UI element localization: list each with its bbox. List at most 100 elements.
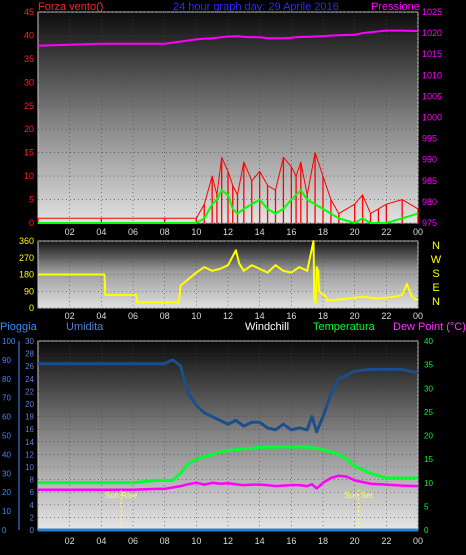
temperature-tick-label: 40 (424, 337, 433, 346)
x-tick-label: 02 (65, 311, 75, 321)
x-tick-label: 00 (413, 311, 423, 321)
x-tick-label: 16 (286, 227, 296, 237)
y-left-tick-label: 0 (29, 218, 34, 228)
humidity-tick-label: 26 (25, 362, 34, 371)
humidity-tick-label: 2 (30, 513, 35, 522)
x-tick-label: 08 (160, 227, 170, 237)
x-tick-label: 06 (128, 227, 138, 237)
x-tick-label: 14 (255, 311, 265, 321)
x-tick-label: 10 (191, 227, 201, 237)
x-tick-label: 18 (318, 536, 328, 546)
legend-temperature: Temperatura (313, 321, 376, 333)
x-tick-label: 20 (350, 227, 360, 237)
y-left-tick-label: 40 (24, 30, 34, 40)
y-left-tick-label: 270 (19, 253, 34, 263)
x-tick-label: 06 (128, 536, 138, 546)
x-tick-label: 02 (65, 227, 75, 237)
humidity-tick-label: 6 (30, 488, 35, 497)
y-right-tick-label: 1005 (422, 91, 442, 101)
humidity-tick-label: 12 (25, 450, 34, 459)
wind-pressure-axes: 0510152025303540459759809859909951000100… (24, 7, 442, 237)
compass-label: S (432, 268, 439, 280)
x-tick-label: 02 (65, 536, 75, 546)
sunset-label: Sun Set (344, 491, 373, 500)
x-tick-label: 10 (191, 311, 201, 321)
graph-title: 24 hour graph day: 29 Aprile 2016 (173, 1, 339, 13)
compass-label: E (432, 282, 439, 294)
rain-tick-label: 30 (2, 469, 11, 478)
x-tick-label: 18 (318, 311, 328, 321)
temperature-tick-label: 10 (424, 479, 433, 488)
y-left-tick-label: 20 (24, 124, 34, 134)
wind-axis-title: Forza vento() (38, 1, 103, 13)
y-right-tick-label: 980 (422, 197, 437, 207)
x-tick-label: 12 (223, 311, 233, 321)
rain-tick-label: 60 (2, 413, 11, 422)
humidity-tick-label: 24 (25, 375, 34, 384)
humidity-tick-label: 30 (25, 337, 34, 346)
dewpoint-series-line (38, 474, 419, 492)
humidity-tick-label: 20 (25, 400, 34, 409)
y-right-tick-label: 1020 (422, 28, 442, 38)
rain-tick-label: 50 (2, 432, 11, 441)
pressure-axis-title: Pressione (371, 1, 420, 13)
y-right-tick-label: 990 (422, 155, 437, 165)
temperature-tick-label: 30 (424, 384, 433, 393)
y-left-tick-label: 30 (24, 77, 34, 87)
y-left-tick-label: 5 (29, 195, 34, 205)
wind-pressure-marks (37, 29, 419, 224)
y-left-tick-label: 35 (24, 54, 34, 64)
x-tick-label: 06 (128, 311, 138, 321)
temperature-tick-label: 25 (424, 408, 433, 417)
x-tick-label: 18 (318, 227, 328, 237)
y-right-tick-label: 975 (422, 218, 437, 228)
humidity-tick-label: 28 (25, 350, 34, 359)
wind-series-line (38, 152, 419, 219)
rain-tick-label: 10 (2, 507, 11, 516)
legend-windchill: Windchill (245, 321, 289, 333)
x-tick-label: 20 (350, 311, 360, 321)
rain-tick-label: 90 (2, 356, 11, 365)
rain-tick-label: 80 (2, 375, 11, 384)
x-tick-label: 04 (96, 227, 106, 237)
y-left-tick-label: 180 (19, 270, 34, 280)
wind-direction-grid (38, 240, 419, 309)
y-left-tick-label: 90 (24, 286, 34, 296)
x-tick-label: 22 (381, 227, 391, 237)
y-left-tick-label: 45 (24, 7, 34, 17)
x-tick-label: 00 (413, 536, 423, 546)
humidity-tick-label: 4 (30, 501, 35, 510)
rain-tick-label: 40 (2, 450, 11, 459)
x-tick-label: 16 (286, 536, 296, 546)
pressure-series-line (37, 29, 419, 47)
x-tick-label: 08 (160, 311, 170, 321)
rain-tick-label: 70 (2, 394, 11, 403)
humidity-tick-label: 22 (25, 387, 34, 396)
humidity-tick-label: 18 (25, 413, 34, 422)
sunrise-label: Sun Rise (105, 491, 138, 500)
x-tick-label: 14 (255, 536, 265, 546)
humidity-tick-label: 10 (25, 463, 34, 472)
y-left-tick-label: 0 (29, 303, 34, 313)
x-tick-label: 14 (255, 227, 265, 237)
gust-series-line (38, 189, 419, 224)
x-tick-label: 10 (191, 536, 201, 546)
temperature-humidity-axes: 0102030405060708090100024681012141618202… (2, 337, 433, 546)
y-right-tick-label: 985 (422, 176, 437, 186)
x-tick-label: 04 (96, 311, 106, 321)
rain-tick-label: 20 (2, 488, 11, 497)
x-tick-label: 22 (381, 311, 391, 321)
y-right-tick-label: 1025 (422, 7, 442, 17)
x-tick-label: 12 (223, 536, 233, 546)
legend-humidity: Umidita (66, 321, 104, 333)
y-left-tick-label: 360 (19, 236, 34, 246)
compass-label: W (431, 254, 442, 266)
humidity-tick-label: 14 (25, 438, 34, 447)
y-left-tick-label: 25 (24, 101, 34, 111)
temperature-tick-label: 15 (424, 455, 433, 464)
y-left-tick-label: 15 (24, 148, 34, 158)
compass-label: N (432, 240, 440, 252)
x-tick-label: 20 (350, 536, 360, 546)
